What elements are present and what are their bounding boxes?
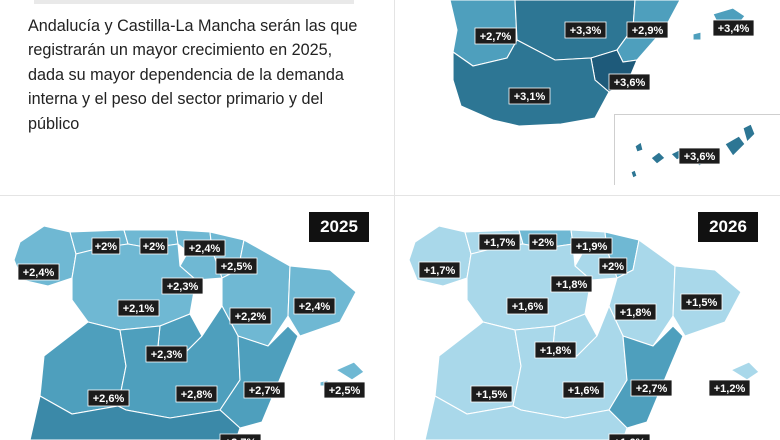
svg-text:+2,5%: +2,5%: [221, 261, 253, 273]
label-galicia: +2,4%: [17, 263, 60, 281]
label-aragon: +1,8%: [614, 303, 657, 321]
canarias-inset-frame: [614, 114, 780, 185]
svg-text:+1,8%: +1,8%: [620, 307, 652, 319]
svg-text:+2%: +2%: [95, 241, 118, 253]
svg-text:+3,6%: +3,6%: [614, 77, 646, 89]
map-2026: +1,7% +1,7% +2% +1,9% +2% +1,8% +1,6% +1,8% +1,5…: [408, 225, 760, 440]
label-cataluna: +2,4%: [293, 297, 336, 315]
label-cantabria: +2%: [528, 233, 558, 251]
svg-text:+1,8%: +1,8%: [540, 345, 572, 357]
top-rule: [34, 0, 354, 4]
horizontal-divider: [0, 195, 780, 196]
region-andalucia: [452, 39, 610, 127]
label-castilla-la-mancha: +1,6%: [562, 381, 605, 399]
svg-text:+2,3%: +2,3%: [151, 349, 183, 361]
svg-text:+1,6%: +1,6%: [614, 437, 646, 440]
label-cataluna: +1,5%: [680, 293, 723, 311]
svg-text:+3,6%: +3,6%: [684, 151, 716, 163]
svg-text:+3,4%: +3,4%: [718, 23, 750, 35]
svg-text:+1,2%: +1,2%: [714, 383, 746, 395]
label-castilla-y-leon: +1,6%: [506, 297, 549, 315]
label-pais-vasco: +2,4%: [183, 239, 226, 257]
vertical-divider: [394, 0, 395, 440]
svg-text:+2%: +2%: [602, 261, 625, 273]
region-castilla-y-leon: [71, 243, 197, 331]
label-madrid: +1,8%: [534, 341, 577, 359]
label-navarra: +2%: [598, 257, 628, 275]
region-valencia: [219, 325, 299, 429]
label-pais-vasco: +1,9%: [570, 237, 613, 255]
svg-text:+2,1%: +2,1%: [123, 303, 155, 315]
label-murcia: +2,7%: [219, 433, 262, 440]
svg-text:+1,7%: +1,7%: [484, 237, 516, 249]
label-castilla-la-mancha: +2,8%: [175, 385, 218, 403]
svg-text:+2,5%: +2,5%: [329, 385, 361, 397]
label-asturias: +1,7%: [478, 233, 521, 251]
svg-text:+2%: +2%: [143, 241, 166, 253]
region-valencia: [608, 325, 684, 429]
svg-text:+2,7%: +2,7%: [480, 31, 512, 43]
svg-text:+2,4%: +2,4%: [189, 243, 221, 255]
label-baleares: +3,4%: [712, 19, 755, 37]
svg-text:+2,4%: +2,4%: [23, 267, 55, 279]
label-asturias: +2%: [91, 237, 121, 255]
region-andalucia: [29, 395, 241, 440]
svg-text:+1,7%: +1,7%: [424, 265, 456, 277]
svg-text:+2,2%: +2,2%: [235, 311, 267, 323]
svg-text:+2,8%: +2,8%: [181, 389, 213, 401]
region-andalucia: [424, 395, 628, 440]
svg-text:+3,1%: +3,1%: [514, 91, 546, 103]
region-castilla-y-leon: [466, 243, 592, 331]
svg-text:+2,6%: +2,6%: [93, 393, 125, 405]
labels-2026: +1,7% +1,7% +2% +1,9% +2% +1,8% +1,6% +1,8% +1,5…: [418, 233, 751, 440]
svg-text:+1,6%: +1,6%: [512, 301, 544, 313]
labels-2025: +2,4%+2% +2% +2,4%+2,5%+2,3%+2,1%+2,2%+2,4…: [17, 237, 366, 440]
svg-text:+1,9%: +1,9%: [576, 241, 608, 253]
label-extremadura: +1,5%: [470, 385, 513, 403]
label-cantabria: +2%: [139, 237, 169, 255]
svg-text:+2,3%: +2,3%: [167, 281, 199, 293]
label-murcia: +1,6%: [608, 433, 651, 440]
label-la-rioja: +2,3%: [161, 277, 204, 295]
svg-text:+2,7%: +2,7%: [636, 383, 668, 395]
label-aragon: +2,2%: [229, 307, 272, 325]
svg-text:+1,6%: +1,6%: [568, 385, 600, 397]
labels-top: +2,7% +3,3% +2,9% +3,4% +3,6% +3,1% +3,6%: [474, 19, 755, 165]
label-murcia: +3,6%: [608, 73, 651, 91]
label-castilla-la-mancha: +3,3%: [564, 21, 607, 39]
svg-text:+2,9%: +2,9%: [632, 25, 664, 37]
label-andalucia: +3,1%: [508, 87, 551, 105]
label-valencia: +2,7%: [243, 381, 286, 399]
label-navarra: +2,5%: [215, 257, 258, 275]
label-galicia: +1,7%: [418, 261, 461, 279]
year-badge-2026: 2026: [698, 212, 758, 242]
label-la-rioja: +1,8%: [550, 275, 593, 293]
label-castilla-y-leon: +2,1%: [117, 299, 160, 317]
description-text: Andalucía y Castilla-La Mancha serán las…: [28, 17, 358, 133]
label-extremadura: +2,7%: [474, 27, 517, 45]
map-2025: +2,4%+2% +2% +2,4%+2,5%+2,3%+2,1%+2,2%+2,4…: [13, 225, 366, 440]
label-madrid: +2,3%: [145, 345, 188, 363]
label-valencia: +2,7%: [630, 379, 673, 397]
label-extremadura: +2,6%: [87, 389, 130, 407]
svg-text:+3,3%: +3,3%: [570, 25, 602, 37]
svg-text:+2%: +2%: [532, 237, 555, 249]
svg-text:+2,4%: +2,4%: [299, 301, 331, 313]
svg-text:+1,5%: +1,5%: [686, 297, 718, 309]
svg-text:+2,7%: +2,7%: [249, 385, 281, 397]
svg-text:+2,7%: +2,7%: [225, 437, 257, 440]
map-top: +2,7% +3,3% +2,9% +3,4% +3,6% +3,1% +3,6%: [449, 0, 756, 179]
label-baleares: +1,2%: [708, 379, 751, 397]
year-badge-2025: 2025: [309, 212, 369, 242]
label-canarias: +3,6%: [678, 147, 721, 165]
svg-text:+1,8%: +1,8%: [556, 279, 588, 291]
label-baleares: +2,5%: [323, 381, 366, 399]
label-valencia: +2,9%: [626, 21, 669, 39]
svg-text:+1,5%: +1,5%: [476, 389, 508, 401]
